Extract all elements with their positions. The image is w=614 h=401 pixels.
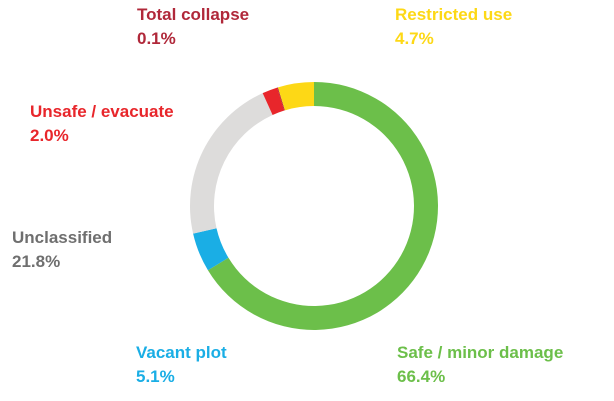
donut-segment — [193, 228, 229, 271]
slice-value: 0.1% — [137, 29, 176, 48]
slice-label: Vacant plot — [136, 343, 227, 362]
slice-label: Unsafe / evacuate — [30, 102, 174, 121]
donut-segment — [190, 93, 273, 234]
slice-value: 4.7% — [395, 29, 434, 48]
donut-segment — [277, 87, 285, 111]
slice-label: Total collapse — [137, 5, 249, 24]
slice-label: Unclassified — [12, 228, 112, 247]
slice-value: 21.8% — [12, 252, 60, 271]
donut-segment — [277, 82, 314, 111]
donut-segment — [262, 87, 285, 115]
slice-value: 66.4% — [397, 367, 445, 386]
slice-value: 2.0% — [30, 126, 69, 145]
slice-label: Safe / minor damage — [397, 343, 563, 362]
slice-value: 5.1% — [136, 367, 175, 386]
slice-label: Restricted use — [395, 5, 512, 24]
